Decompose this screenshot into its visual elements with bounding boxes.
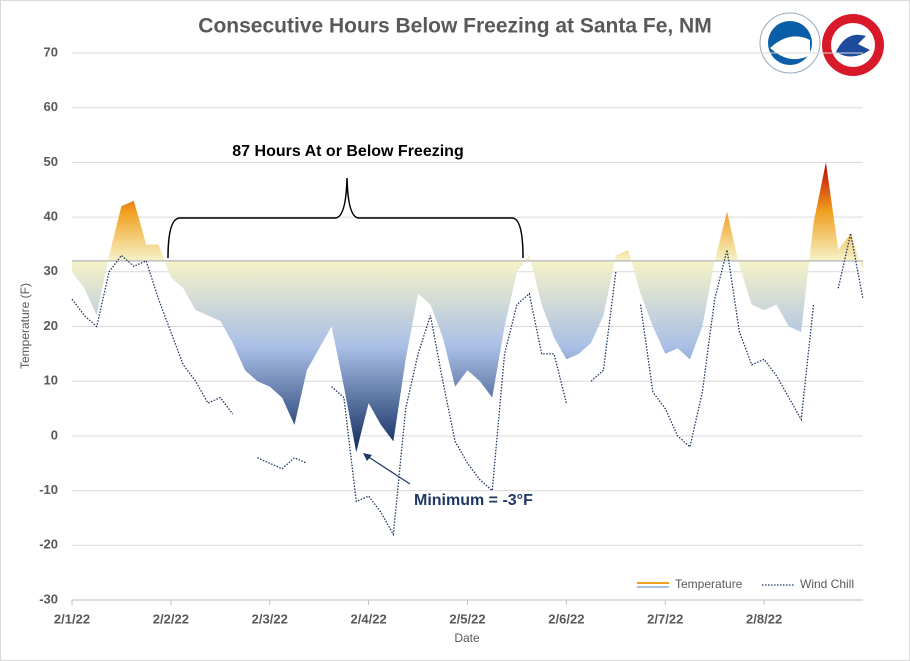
temperature-area bbox=[72, 162, 863, 453]
annotation-arrow bbox=[366, 455, 411, 485]
y-tick-label: -20 bbox=[39, 537, 58, 552]
annotation: 87 Hours At or Below Freezing bbox=[232, 143, 463, 160]
legend-label: Temperature bbox=[675, 577, 743, 591]
wind-chill-line bbox=[71, 233, 864, 537]
x-tick-label: 2/4/22 bbox=[351, 611, 387, 626]
x-tick-label: 2/5/22 bbox=[449, 611, 485, 626]
x-axis-label: Date bbox=[454, 631, 480, 645]
legend-label: Wind Chill bbox=[800, 577, 854, 591]
brace bbox=[167, 177, 524, 259]
y-tick-label: 50 bbox=[44, 154, 58, 169]
noaa-logo bbox=[759, 12, 821, 74]
nws-logo bbox=[822, 14, 884, 76]
x-tick-label: 2/3/22 bbox=[252, 611, 288, 626]
x-tick-label: 2/2/22 bbox=[153, 611, 189, 626]
y-tick-label: 70 bbox=[44, 44, 58, 59]
y-tick-label: 10 bbox=[44, 373, 58, 388]
y-tick-label: 20 bbox=[44, 318, 58, 333]
x-tick-label: 2/8/22 bbox=[746, 611, 782, 626]
plot-area bbox=[71, 52, 864, 605]
y-tick-label: 0 bbox=[51, 427, 58, 442]
chart-title: Consecutive Hours Below Freezing at Sant… bbox=[198, 15, 711, 38]
arrow-head bbox=[363, 453, 372, 461]
y-tick-label: 30 bbox=[44, 263, 58, 278]
y-axis-label: Temperature (F) bbox=[18, 283, 32, 369]
legend: Temperature Wind Chill bbox=[637, 577, 854, 591]
y-tick-label: -30 bbox=[39, 591, 58, 606]
x-tick-label: 2/7/22 bbox=[647, 611, 683, 626]
y-tick-label: 60 bbox=[44, 99, 58, 114]
x-tick-label: 2/1/22 bbox=[54, 611, 90, 626]
y-tick-label: 40 bbox=[44, 209, 58, 224]
annotation: Minimum = -3°F bbox=[414, 492, 533, 509]
x-tick-label: 2/6/22 bbox=[548, 611, 584, 626]
y-tick-label: -10 bbox=[39, 482, 58, 497]
